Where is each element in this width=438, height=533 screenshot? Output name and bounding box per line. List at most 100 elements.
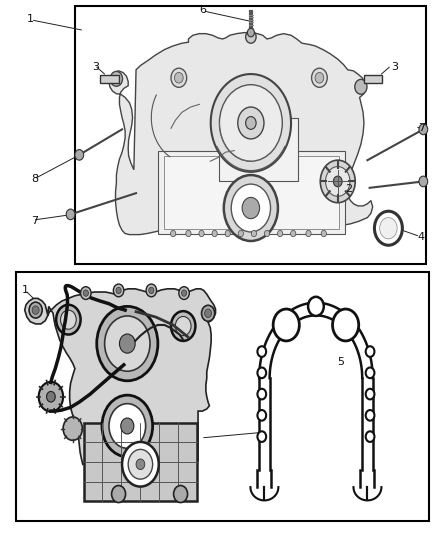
- Circle shape: [146, 284, 156, 297]
- Text: 7: 7: [31, 216, 39, 227]
- Circle shape: [273, 309, 299, 341]
- Circle shape: [325, 166, 350, 196]
- Circle shape: [181, 290, 187, 296]
- Circle shape: [265, 230, 270, 237]
- Circle shape: [247, 28, 254, 37]
- Circle shape: [113, 284, 124, 297]
- Circle shape: [60, 310, 76, 329]
- Bar: [219, 118, 297, 181]
- Circle shape: [46, 391, 55, 402]
- Circle shape: [258, 368, 266, 378]
- Text: 1: 1: [21, 286, 28, 295]
- Polygon shape: [100, 75, 119, 83]
- Circle shape: [173, 486, 187, 503]
- Circle shape: [258, 346, 266, 357]
- Text: 2: 2: [346, 184, 353, 195]
- Circle shape: [201, 305, 215, 321]
- Circle shape: [419, 176, 427, 187]
- Circle shape: [238, 107, 264, 139]
- Circle shape: [258, 389, 266, 399]
- Circle shape: [355, 79, 367, 94]
- Bar: [158, 151, 345, 233]
- Circle shape: [120, 334, 135, 353]
- Bar: [16, 272, 428, 521]
- Polygon shape: [109, 33, 373, 235]
- Circle shape: [29, 302, 42, 318]
- Circle shape: [56, 305, 81, 335]
- Circle shape: [290, 230, 296, 237]
- Circle shape: [39, 382, 63, 411]
- Text: 3: 3: [392, 62, 399, 72]
- Text: 7: 7: [418, 123, 425, 133]
- Circle shape: [315, 72, 324, 83]
- Circle shape: [66, 209, 75, 220]
- Circle shape: [225, 230, 230, 237]
- Circle shape: [97, 306, 158, 381]
- Circle shape: [170, 230, 176, 237]
- Text: 8: 8: [31, 174, 39, 184]
- Circle shape: [32, 306, 39, 314]
- Text: 4: 4: [418, 232, 425, 243]
- Circle shape: [258, 410, 266, 421]
- Circle shape: [149, 287, 154, 294]
- Circle shape: [212, 230, 217, 237]
- Circle shape: [380, 217, 397, 239]
- Circle shape: [251, 230, 257, 237]
- Circle shape: [258, 431, 266, 442]
- Circle shape: [171, 68, 187, 87]
- Circle shape: [311, 68, 327, 87]
- Circle shape: [171, 311, 195, 341]
- Polygon shape: [364, 75, 382, 83]
- Circle shape: [121, 418, 134, 434]
- Circle shape: [366, 389, 374, 399]
- Circle shape: [246, 117, 256, 130]
- Circle shape: [112, 486, 126, 503]
- Circle shape: [308, 297, 324, 316]
- Circle shape: [81, 287, 91, 300]
- Circle shape: [242, 197, 260, 219]
- Circle shape: [102, 395, 152, 457]
- Circle shape: [186, 230, 191, 237]
- Circle shape: [246, 30, 256, 43]
- Circle shape: [224, 175, 278, 241]
- Bar: [75, 6, 426, 264]
- Circle shape: [419, 124, 427, 135]
- Circle shape: [320, 160, 355, 203]
- Circle shape: [219, 85, 283, 161]
- Circle shape: [136, 459, 145, 470]
- Circle shape: [321, 230, 326, 237]
- Circle shape: [83, 290, 88, 296]
- Circle shape: [211, 74, 291, 172]
- Circle shape: [333, 176, 342, 187]
- Polygon shape: [25, 289, 215, 499]
- Text: 3: 3: [92, 62, 99, 72]
- Circle shape: [366, 410, 374, 421]
- Circle shape: [374, 211, 403, 245]
- Text: 1: 1: [27, 14, 34, 25]
- Circle shape: [238, 230, 244, 237]
- Circle shape: [116, 287, 121, 294]
- Circle shape: [128, 449, 152, 479]
- Circle shape: [75, 150, 84, 160]
- Circle shape: [205, 309, 212, 318]
- Circle shape: [122, 442, 159, 487]
- Circle shape: [175, 317, 191, 336]
- Bar: [164, 156, 339, 229]
- Text: 6: 6: [199, 5, 206, 15]
- Circle shape: [110, 71, 123, 86]
- Circle shape: [179, 287, 189, 300]
- Circle shape: [366, 368, 374, 378]
- Circle shape: [105, 316, 150, 371]
- Circle shape: [109, 403, 146, 448]
- Circle shape: [63, 417, 82, 440]
- Circle shape: [366, 346, 374, 357]
- Circle shape: [231, 184, 271, 232]
- Circle shape: [278, 230, 283, 237]
- Circle shape: [199, 230, 204, 237]
- Circle shape: [306, 230, 311, 237]
- Circle shape: [366, 431, 374, 442]
- Bar: [84, 423, 197, 502]
- Circle shape: [332, 309, 359, 341]
- Circle shape: [174, 72, 183, 83]
- Text: 5: 5: [337, 357, 344, 367]
